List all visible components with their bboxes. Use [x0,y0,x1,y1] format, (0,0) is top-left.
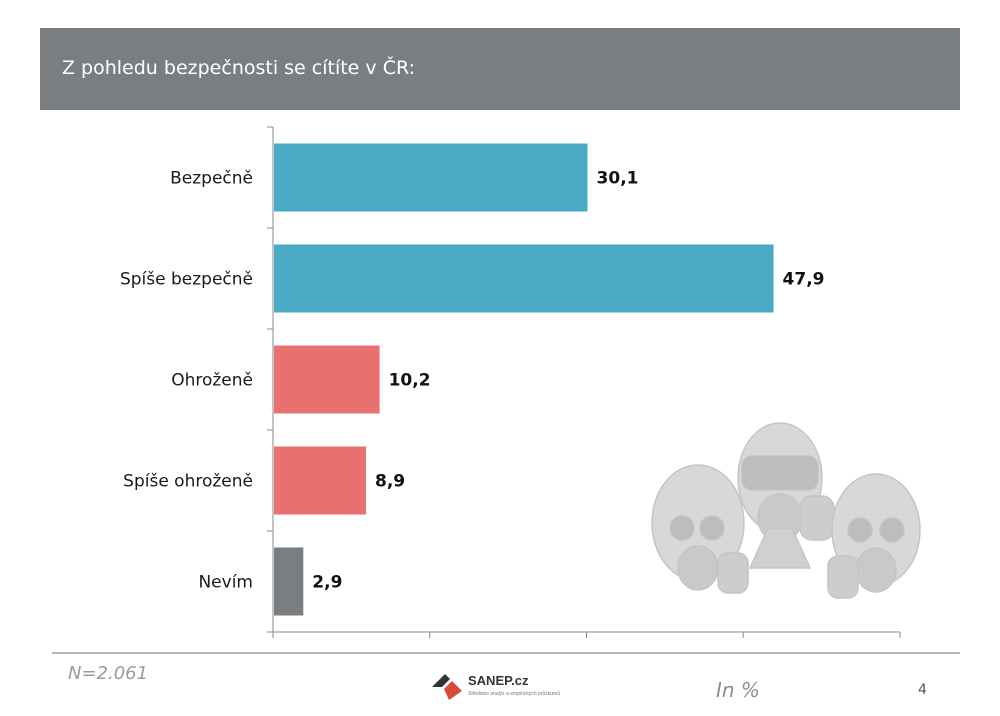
bar-chart: Bezpečně 30,1 Spíše bezpečně 47,9 Ohroženě 10… [120,126,901,638]
sample-size-note: N=2.061 [68,663,149,684]
value-label: 30,1 [597,169,639,189]
value-label: 2,9 [312,573,342,593]
logo-tagline: Středisko analýz a empirických průzkumů [468,691,560,697]
category-label: Bezpečně [170,169,253,189]
page-number: 4 [918,682,927,698]
value-label: 10,2 [389,371,431,391]
category-label: Spíše bezpečně [120,270,253,290]
category-label: Ohroženě [171,371,253,391]
unit-note: In % [716,678,760,702]
sanep-logo-mark-icon [432,674,462,700]
bar-5 [274,547,304,616]
value-label: 47,9 [783,270,825,290]
bar-1 [274,143,588,212]
category-label: Nevím [198,573,253,593]
bar-3 [274,345,380,414]
category-label: Spíše ohroženě [123,472,253,492]
bar-4 [274,446,367,515]
footer-divider [52,652,960,654]
sanep-logo: SANEP.cz Středisko analýz a empirických … [430,670,580,706]
value-label: 8,9 [375,472,405,492]
slide-title: Z pohledu bezpečnosti se cítíte v ČR: [62,57,415,79]
bar-2 [274,244,774,313]
slide-header: Z pohledu bezpečnosti se cítíte v ČR: [40,28,960,110]
logo-text: SANEP.cz [468,673,529,688]
gas-mask-people-icon [651,422,921,599]
